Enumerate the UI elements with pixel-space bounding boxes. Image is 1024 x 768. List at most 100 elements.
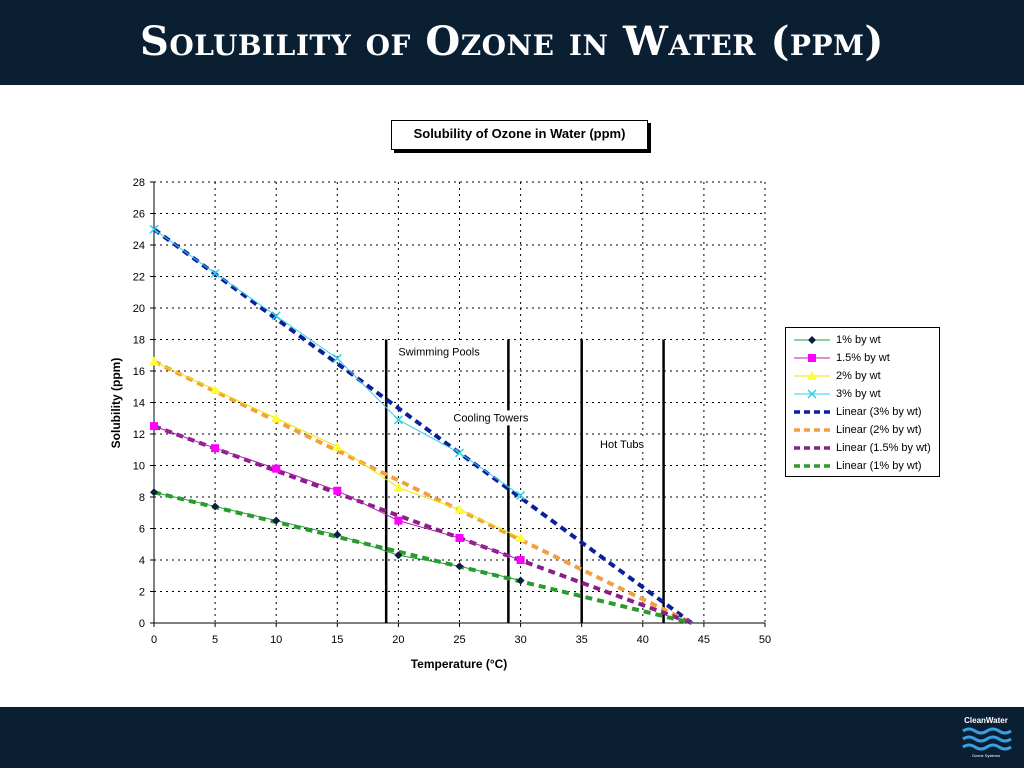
legend-swatch bbox=[794, 371, 830, 380]
trendline bbox=[153, 359, 693, 625]
data-point bbox=[150, 488, 158, 497]
legend-label: 1.5% by wt bbox=[836, 352, 890, 364]
data-point bbox=[394, 551, 403, 560]
trendline bbox=[152, 227, 693, 625]
region-lines bbox=[384, 339, 665, 623]
legend-item: 1.5% by wt bbox=[792, 349, 933, 367]
chart-title: Solubility of Ozone in Water (ppm) bbox=[391, 120, 648, 150]
legend-marker bbox=[807, 371, 817, 380]
legend-marker bbox=[808, 354, 816, 362]
data-point bbox=[393, 415, 403, 425]
y-tick-label: 26 bbox=[133, 209, 145, 221]
legend-swatch bbox=[794, 428, 830, 432]
x-tick-label: 0 bbox=[151, 634, 157, 646]
y-tick-label: 0 bbox=[139, 618, 145, 630]
legend-item: Linear (1.5% by wt) bbox=[792, 439, 933, 457]
legend-label: 2% by wt bbox=[836, 370, 881, 382]
y-tick-label: 18 bbox=[133, 335, 145, 347]
data-point bbox=[272, 464, 281, 473]
data-point bbox=[333, 486, 342, 495]
x-tick-label: 35 bbox=[576, 634, 588, 646]
chart-ticks: 0 5 10 15 20 25 30 35 40 45 5002468101214161820222… bbox=[133, 177, 771, 646]
logo-text: CleanWater bbox=[964, 716, 1008, 725]
legend-item: 3% by wt bbox=[792, 385, 933, 403]
y-tick-label: 4 bbox=[139, 555, 145, 567]
legend-swatch bbox=[794, 410, 830, 414]
x-tick-label: 10 bbox=[270, 634, 282, 646]
x-tick-label: 45 bbox=[698, 634, 710, 646]
data-point bbox=[210, 384, 221, 394]
y-tick-label: 24 bbox=[133, 240, 145, 252]
x-tick-label: 50 bbox=[759, 634, 771, 646]
data-point bbox=[516, 576, 525, 585]
y-tick-label: 2 bbox=[139, 587, 145, 599]
region-label: Hot Tubs bbox=[600, 439, 645, 451]
data-point bbox=[271, 413, 282, 423]
data-point bbox=[515, 532, 526, 542]
data-point bbox=[272, 516, 281, 525]
x-tick-label: 25 bbox=[453, 634, 465, 646]
y-tick-label: 28 bbox=[133, 177, 145, 189]
title-band bbox=[0, 0, 1024, 85]
region-label-bg bbox=[450, 410, 544, 426]
legend-label: Linear (1.5% by wt) bbox=[836, 442, 931, 454]
data-point bbox=[332, 353, 342, 363]
region-labels: Swimming Pools Cooling Towers Hot Tubs bbox=[395, 344, 653, 453]
cleanwater-logo: CleanWater Ozone Systems bbox=[962, 716, 1012, 758]
data-point bbox=[394, 516, 403, 525]
legend-item: 1% by wt bbox=[792, 331, 933, 349]
x-tick-label: 15 bbox=[331, 634, 343, 646]
legend-item: 2% by wt bbox=[792, 367, 933, 385]
trendline bbox=[153, 490, 693, 625]
legend-swatch bbox=[794, 354, 830, 362]
data-point bbox=[393, 482, 404, 492]
data-point bbox=[455, 533, 464, 542]
region-label-bg bbox=[395, 344, 489, 360]
data-point bbox=[333, 530, 342, 539]
x-axis-label: Temperature (°C) bbox=[411, 657, 508, 671]
legend-marker bbox=[807, 389, 817, 399]
legend-label: Linear (1% by wt) bbox=[836, 460, 922, 472]
x-tick-label: 30 bbox=[514, 634, 526, 646]
region-label: Swimming Pools bbox=[398, 346, 480, 358]
x-tick-label: 5 bbox=[212, 634, 218, 646]
legend-item: Linear (1% by wt) bbox=[792, 457, 933, 475]
data-point bbox=[149, 356, 159, 366]
y-tick-label: 8 bbox=[139, 492, 145, 504]
solubility-chart: 0 5 10 15 20 25 30 35 40 45 5002468101214161820222… bbox=[109, 177, 771, 671]
y-tick-label: 20 bbox=[133, 303, 145, 315]
data-point bbox=[211, 502, 220, 511]
data-point bbox=[332, 441, 343, 451]
x-tick-label: 40 bbox=[637, 634, 649, 646]
footer-band bbox=[0, 707, 1024, 768]
data-point bbox=[455, 562, 464, 571]
logo-subtext: Ozone Systems bbox=[972, 753, 1000, 758]
data-point bbox=[271, 311, 281, 321]
y-axis-label: Solubility (ppm) bbox=[109, 358, 123, 449]
chart-legend: 1% by wt 1.5% by wt 2% by wt 3% by wt Linear… bbox=[785, 327, 940, 477]
data-point bbox=[454, 504, 465, 514]
chart-series bbox=[149, 224, 693, 625]
data-point bbox=[516, 556, 525, 564]
legend-label: Linear (2% by wt) bbox=[836, 424, 922, 436]
y-tick-label: 22 bbox=[133, 272, 145, 284]
chart-grid bbox=[154, 181, 766, 623]
legend-label: 1% by wt bbox=[836, 334, 881, 346]
trendline bbox=[153, 424, 693, 625]
region-label: Cooling Towers bbox=[453, 412, 529, 424]
data-point bbox=[149, 224, 159, 234]
data-point bbox=[454, 448, 465, 458]
y-tick-label: 12 bbox=[133, 429, 145, 441]
y-tick-label: 10 bbox=[133, 461, 145, 473]
legend-swatch bbox=[794, 446, 830, 450]
y-tick-label: 16 bbox=[133, 366, 145, 378]
x-tick-label: 20 bbox=[392, 634, 404, 646]
y-tick-label: 6 bbox=[139, 524, 145, 536]
legend-item: Linear (2% by wt) bbox=[792, 421, 933, 439]
data-point bbox=[516, 490, 526, 500]
legend-label: 3% by wt bbox=[836, 388, 881, 400]
legend-swatch bbox=[794, 336, 830, 344]
data-point bbox=[150, 422, 158, 431]
legend-marker bbox=[808, 336, 816, 344]
data-point bbox=[210, 268, 220, 278]
